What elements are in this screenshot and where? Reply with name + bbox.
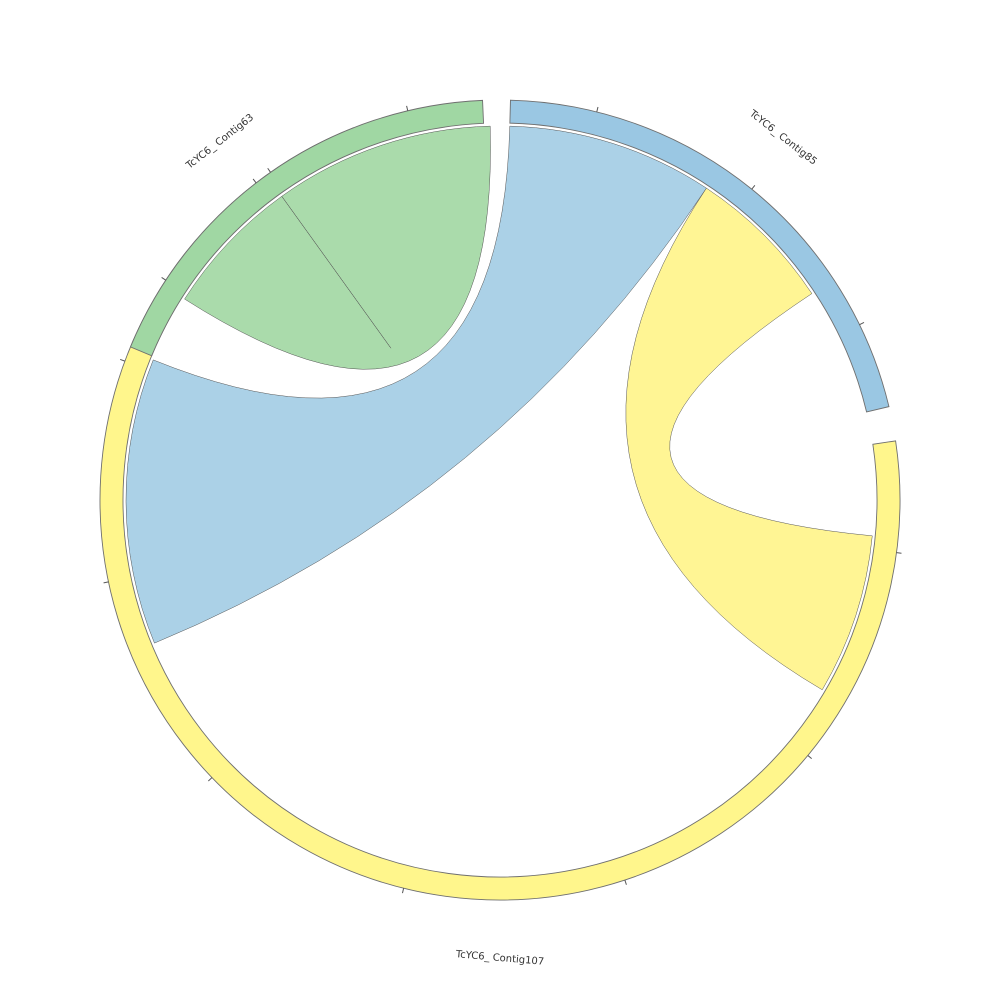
ribbon-layer [125, 125, 873, 691]
tick-c107 [208, 777, 213, 782]
tick-layer [103, 105, 902, 894]
tick-c107 [896, 552, 902, 554]
tick-c107 [120, 358, 126, 362]
tick-c107 [103, 581, 109, 584]
segment-label-c63: TcYC6_ Contig63 [184, 112, 256, 172]
tick-c107 [401, 888, 405, 894]
ribbon-link-c63-self [184, 125, 491, 370]
tick-c63 [267, 167, 271, 173]
tick-c63 [161, 277, 167, 281]
segment-label-c85: TcYC6_ Contig85 [746, 108, 818, 168]
segment-c63 [129, 99, 485, 357]
segment-layer [99, 99, 901, 901]
tick-c63 [406, 105, 409, 111]
tick-c85 [751, 184, 756, 190]
ribbon-link-c85-c107-b [625, 187, 873, 691]
tick-c85 [859, 322, 865, 326]
tick-c107 [807, 755, 812, 760]
tick-c107 [624, 879, 627, 885]
tick-c85 [596, 106, 599, 113]
tick-c107 [252, 178, 257, 184]
segment-c85 [509, 99, 890, 413]
segment-label-c107: TcYC6_ Contig107 [454, 949, 544, 968]
